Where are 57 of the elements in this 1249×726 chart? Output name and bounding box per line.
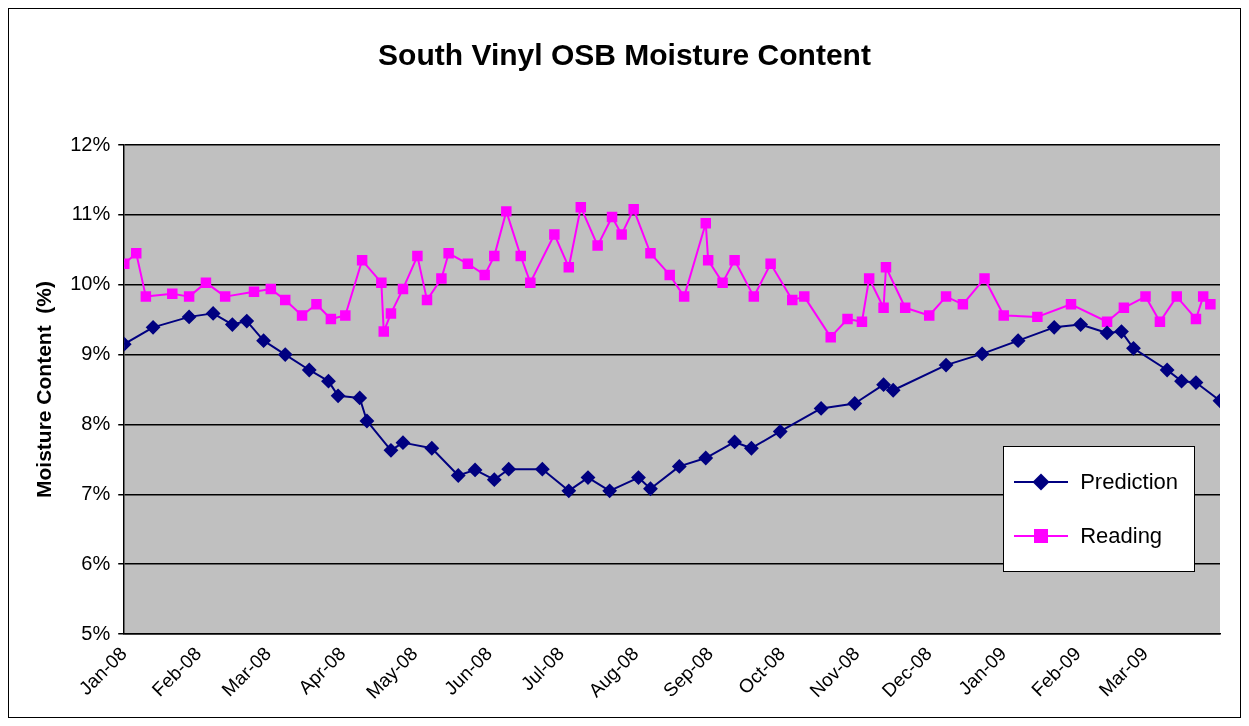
y-tick-label: 7% bbox=[81, 481, 111, 504]
point bbox=[1188, 375, 1203, 390]
point bbox=[581, 470, 596, 485]
y-tick-label: 9% bbox=[81, 342, 111, 365]
point bbox=[643, 481, 658, 496]
point bbox=[1100, 325, 1115, 340]
point bbox=[1073, 317, 1088, 332]
point bbox=[225, 317, 240, 332]
point bbox=[278, 347, 293, 362]
point bbox=[1047, 320, 1062, 335]
point bbox=[744, 441, 759, 456]
point bbox=[302, 362, 317, 377]
point bbox=[727, 434, 742, 449]
point bbox=[321, 374, 336, 389]
point bbox=[886, 383, 901, 398]
point bbox=[876, 377, 891, 392]
point bbox=[206, 306, 221, 321]
point bbox=[672, 459, 687, 474]
point bbox=[352, 390, 367, 405]
point bbox=[451, 468, 466, 483]
point bbox=[239, 314, 254, 329]
point bbox=[424, 441, 439, 456]
point bbox=[501, 462, 516, 477]
legend-label: Prediction bbox=[1080, 469, 1178, 495]
y-tick-label: 5% bbox=[81, 621, 111, 644]
y-tick-label: 12% bbox=[70, 132, 111, 155]
point bbox=[773, 424, 788, 439]
point bbox=[383, 443, 398, 458]
point bbox=[256, 333, 271, 348]
y-tick-label: 6% bbox=[81, 551, 111, 574]
point bbox=[359, 413, 374, 428]
point bbox=[1126, 341, 1141, 356]
point bbox=[631, 470, 646, 485]
point bbox=[468, 462, 483, 477]
point bbox=[814, 401, 829, 416]
chart-title: South Vinyl OSB Moisture Content bbox=[378, 38, 871, 72]
y-tick-label: 10% bbox=[70, 272, 111, 295]
point bbox=[1174, 374, 1189, 389]
point bbox=[331, 388, 346, 403]
point bbox=[395, 435, 410, 450]
point bbox=[182, 309, 197, 324]
point bbox=[1114, 324, 1129, 339]
y-axis-title: Moisture Content (%) bbox=[32, 281, 56, 499]
point bbox=[602, 483, 617, 498]
point bbox=[847, 396, 862, 411]
point bbox=[535, 462, 550, 477]
point bbox=[561, 483, 576, 498]
point bbox=[487, 472, 502, 487]
point bbox=[1011, 333, 1026, 348]
point bbox=[1160, 362, 1175, 377]
legend-label: Reading bbox=[1080, 523, 1163, 549]
point bbox=[939, 358, 954, 373]
point bbox=[975, 346, 990, 361]
y-tick-label: 8% bbox=[81, 411, 111, 434]
point bbox=[698, 451, 713, 466]
point bbox=[146, 320, 161, 335]
y-tick-label: 11% bbox=[71, 202, 111, 225]
